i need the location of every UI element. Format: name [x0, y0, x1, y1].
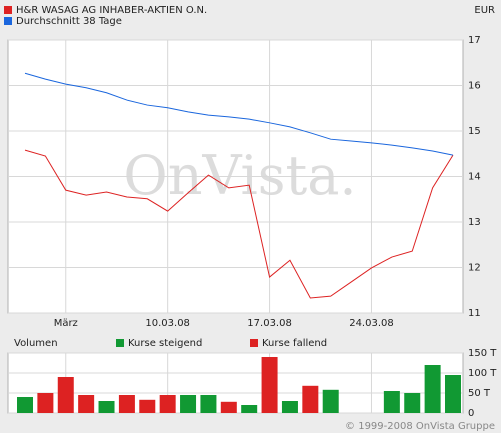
- y-tick-label: 12: [468, 263, 481, 274]
- volume-bar: [261, 357, 278, 413]
- volume-bar: [281, 401, 298, 413]
- y-tick-label: 17: [468, 35, 481, 46]
- y-tick-label: 0: [468, 408, 474, 419]
- legend-swatch: [250, 339, 258, 347]
- y-tick-label: 150 T: [468, 348, 497, 359]
- y-tick-label: 11: [468, 308, 481, 319]
- y-tick-label: 16: [468, 81, 481, 92]
- volume-bar: [57, 377, 74, 413]
- legend-label: Kurse steigend: [128, 338, 202, 349]
- volume-bar: [445, 375, 461, 413]
- volume-bar: [383, 391, 400, 413]
- x-tick-label: 10.03.08: [145, 318, 190, 329]
- y-tick-label: 100 T: [468, 368, 497, 379]
- x-tick-label: 17.03.08: [247, 318, 292, 329]
- volume-bar: [159, 395, 176, 413]
- y-tick-label: 50 T: [468, 388, 491, 399]
- legend-swatch: [4, 17, 12, 25]
- volume-bar: [220, 401, 237, 413]
- y-tick-label: 13: [468, 217, 481, 228]
- unit-label: EUR: [474, 5, 495, 16]
- copyright: © 1999-2008 OnVista Gruppe: [345, 421, 495, 432]
- volume-bar: [17, 397, 33, 413]
- volume-bar: [180, 395, 197, 413]
- legend-label: H&R WASAG AG INHABER-AKTIEN O.N.: [16, 5, 207, 16]
- price-line: [24, 149, 454, 299]
- volume-bar: [241, 405, 258, 413]
- volume-bar: [37, 393, 54, 413]
- volume-bar: [200, 395, 217, 413]
- y-tick-label: 14: [468, 172, 481, 183]
- legend-swatch: [4, 6, 12, 14]
- x-tick-label: März: [54, 318, 78, 329]
- y-tick-label: 15: [468, 126, 481, 137]
- price-line: [24, 72, 454, 156]
- volume-title: Volumen: [14, 338, 58, 349]
- volume-bar: [322, 389, 339, 413]
- volume-bar: [424, 365, 441, 413]
- volume-bar: [404, 393, 421, 413]
- legend-label: Durchschnitt 38 Tage: [16, 16, 122, 27]
- x-tick-label: 24.03.08: [349, 318, 394, 329]
- legend-label: Kurse fallend: [262, 338, 327, 349]
- volume-bar: [302, 385, 319, 413]
- volume-bar: [118, 395, 135, 413]
- volume-bar: [78, 395, 95, 413]
- volume-bar: [98, 401, 115, 413]
- watermark: OnVista.: [123, 144, 356, 207]
- legend-swatch: [116, 339, 124, 347]
- volume-bar: [139, 399, 156, 413]
